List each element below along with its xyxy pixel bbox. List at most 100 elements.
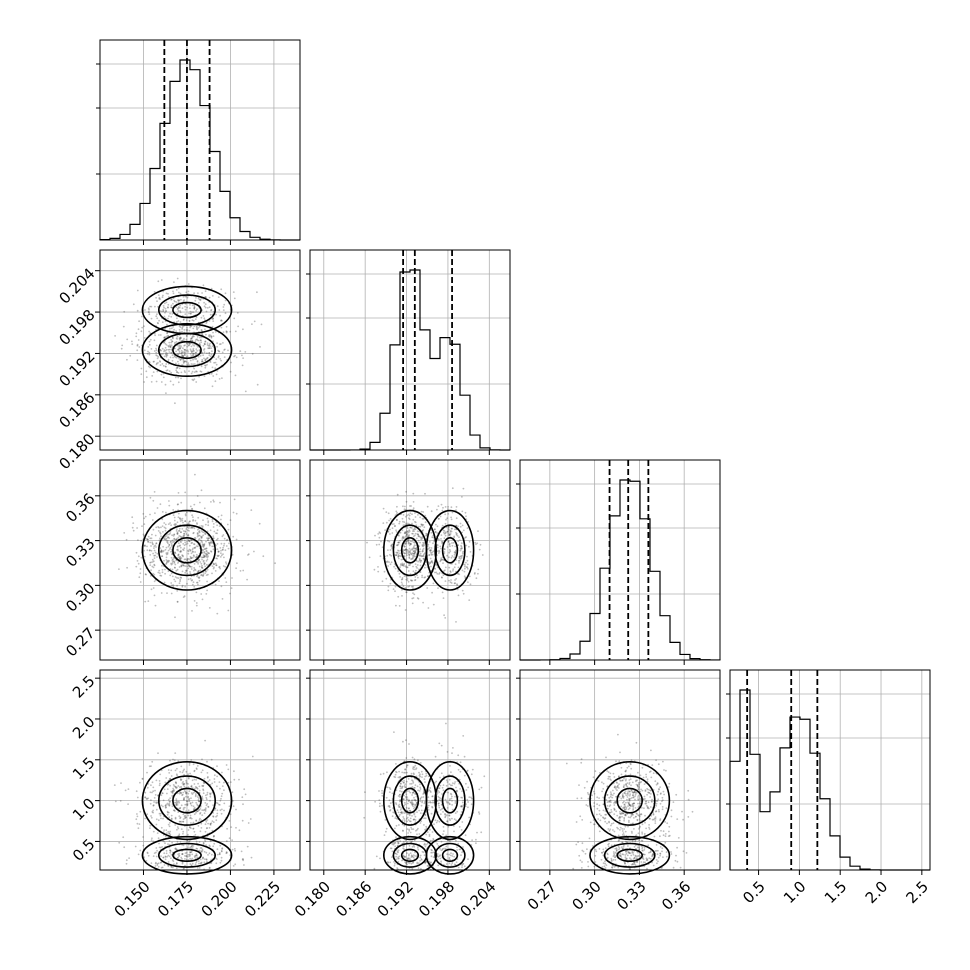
sample-point xyxy=(437,517,440,520)
sample-point xyxy=(452,570,454,572)
sample-point xyxy=(150,588,153,591)
sample-point xyxy=(150,765,152,767)
sample-point xyxy=(195,602,198,604)
sample-point xyxy=(407,778,410,780)
sample-point xyxy=(176,532,179,535)
sample-point xyxy=(478,788,481,791)
sample-point xyxy=(177,562,179,564)
sample-point xyxy=(184,864,186,867)
sample-point xyxy=(146,813,149,816)
sample-point xyxy=(408,518,411,521)
sample-point xyxy=(391,532,394,534)
sample-point xyxy=(182,791,185,794)
sample-point xyxy=(612,789,614,792)
sample-point xyxy=(123,532,126,534)
sample-point xyxy=(167,798,170,801)
sample-point xyxy=(448,862,451,865)
sample-point xyxy=(190,579,193,582)
sample-point xyxy=(455,517,458,520)
sample-point xyxy=(419,516,421,519)
sample-point xyxy=(158,569,161,572)
sample-point xyxy=(423,576,426,579)
sample-point xyxy=(154,534,157,537)
sample-point xyxy=(204,739,207,742)
sample-point xyxy=(411,556,414,559)
sample-point xyxy=(161,363,164,365)
sample-point xyxy=(439,848,441,850)
sample-point xyxy=(449,765,451,767)
sample-point xyxy=(393,523,395,525)
sample-point xyxy=(177,553,180,556)
sample-point xyxy=(419,822,422,824)
sample-point xyxy=(659,786,661,788)
sample-point xyxy=(413,552,416,555)
sample-point xyxy=(155,808,158,811)
sample-point xyxy=(202,857,204,860)
sample-point xyxy=(623,816,626,819)
sample-point xyxy=(196,533,199,536)
sample-point xyxy=(229,370,232,373)
sample-point xyxy=(419,800,422,803)
sample-point xyxy=(396,518,398,521)
sample-point xyxy=(446,546,449,548)
sample-point xyxy=(393,842,395,845)
sample-point xyxy=(186,355,189,358)
sample-point xyxy=(406,764,409,767)
sample-point xyxy=(180,345,183,347)
sample-point xyxy=(155,363,158,366)
sample-point xyxy=(174,824,177,826)
sample-point xyxy=(212,815,215,818)
sample-point xyxy=(414,547,417,550)
sample-point xyxy=(447,825,450,828)
sample-point xyxy=(408,564,411,566)
sample-point xyxy=(444,816,446,819)
sample-point xyxy=(173,540,176,543)
sample-point xyxy=(170,304,173,307)
sample-point xyxy=(183,337,185,340)
sample-point xyxy=(385,827,388,830)
sample-point xyxy=(186,526,189,528)
sample-point xyxy=(388,805,391,807)
sample-point xyxy=(156,317,159,320)
sample-point xyxy=(399,793,401,796)
sample-point xyxy=(470,803,473,806)
sample-point xyxy=(185,291,188,294)
sample-point xyxy=(154,794,157,796)
sample-point xyxy=(176,317,178,320)
sample-point xyxy=(665,851,668,853)
sample-point xyxy=(195,348,198,350)
sample-point xyxy=(218,309,221,311)
sample-point xyxy=(404,532,407,535)
sample-point xyxy=(194,786,197,788)
sample-point xyxy=(161,347,164,350)
sample-point xyxy=(180,358,183,360)
sample-point xyxy=(458,536,460,539)
sample-point xyxy=(373,867,376,870)
sample-point xyxy=(144,817,147,820)
sample-point xyxy=(447,528,450,531)
sample-point xyxy=(478,548,481,551)
sample-point xyxy=(197,532,199,535)
sample-point xyxy=(188,539,190,542)
sample-point xyxy=(222,548,224,551)
sample-point xyxy=(274,562,276,565)
sample-point xyxy=(458,562,460,564)
sample-point xyxy=(160,794,163,797)
sample-point xyxy=(236,562,238,565)
sample-point xyxy=(175,848,178,851)
sample-point xyxy=(398,522,401,525)
sample-point xyxy=(404,505,406,508)
sample-point xyxy=(162,856,165,859)
sample-point xyxy=(144,515,147,518)
sample-point xyxy=(621,830,624,832)
sample-point xyxy=(605,798,608,801)
sample-point xyxy=(179,778,182,781)
sample-point xyxy=(175,369,178,372)
sample-point xyxy=(172,758,174,761)
sample-point xyxy=(167,545,170,548)
sample-point xyxy=(216,765,218,768)
sample-point xyxy=(194,795,197,798)
sample-point xyxy=(192,347,195,350)
sample-point xyxy=(192,350,194,353)
sample-point xyxy=(448,778,451,781)
